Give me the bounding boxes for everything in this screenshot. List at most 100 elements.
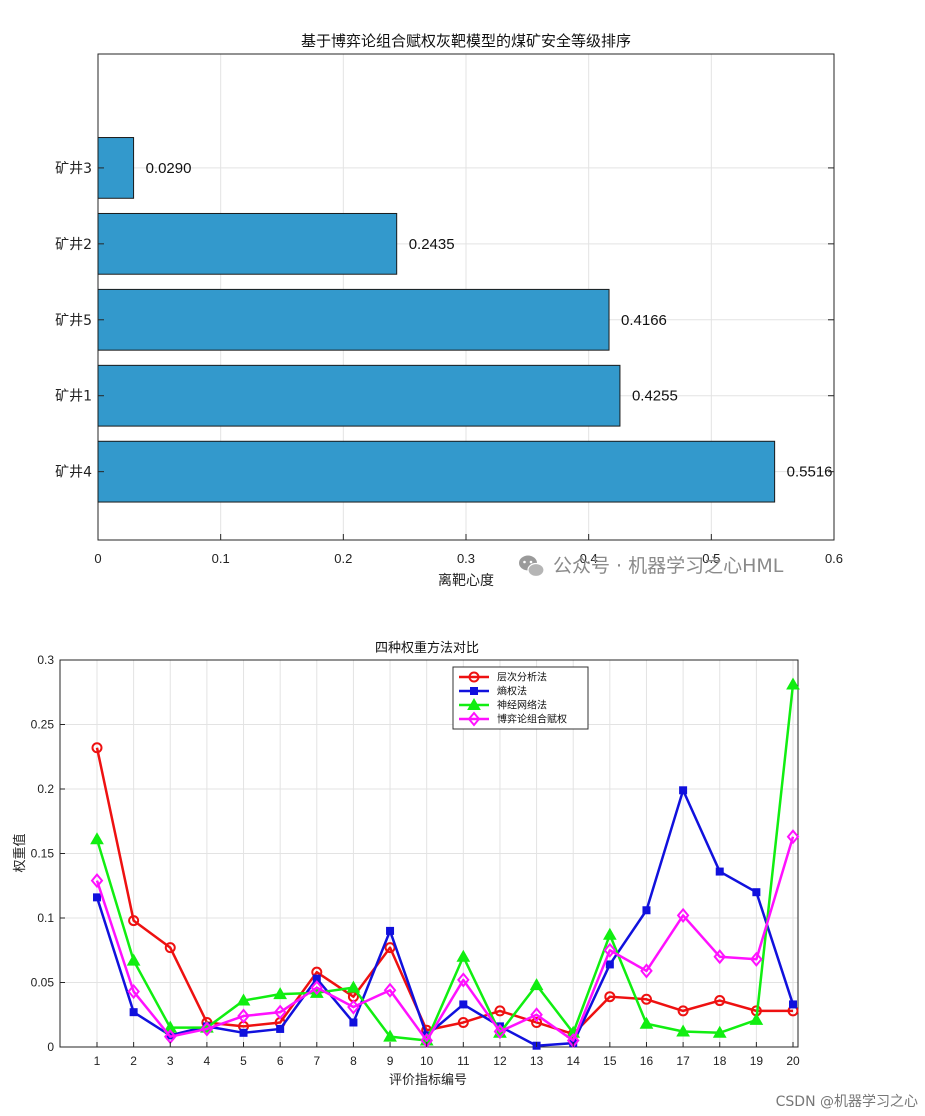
data-point [604,991,616,1003]
data-point [126,953,141,966]
line-chart-y-tick-label: 0 [47,1040,54,1054]
bar-chart-x-tick-label: 0.4 [580,551,598,566]
bar-value-label: 0.2435 [409,236,455,253]
bar-chart-x-tick-label: 0.6 [825,551,843,566]
line-chart: 四种权重方法对比 1 2 3 4 5 6 7 8 9 10 11 12 13 14 15 16 17 18 19 20… [12,640,800,1088]
watermark-text: 公众号 · 机器学习之心HML [553,555,784,577]
data-point [347,999,360,1015]
data-point [715,867,724,876]
data-point [273,1004,287,1020]
bar-category-label: 矿井1 [55,389,92,405]
line-chart-x-tick-label: 7 [313,1054,320,1068]
bar-chart-value-labels: 0.5516 0.4255 0.4166 0.2435 0.0290 [146,160,833,481]
legend-label: 层次分析法 [497,671,547,684]
series-line [95,747,793,1036]
bar-value-label: 0.4166 [621,312,667,329]
line-chart-y-ticks: 0 0.05 0.1 0.15 0.2 0.25 0.3 [31,653,65,1054]
data-point [750,951,763,967]
line-chart-x-tick-label: 11 [457,1054,470,1068]
data-point [459,1000,468,1009]
data-point [640,993,652,1005]
line-chart-y-tick-label: 0.15 [31,847,55,861]
bar-chart-x-tick-label: 0.5 [702,551,720,566]
data-point [470,687,478,695]
bar-chart-title: 基于博弈论组合赋权灰靶模型的煤矿安全等级排序 [301,32,631,50]
data-point [529,978,544,991]
data-point [713,949,727,965]
data-point [457,1016,469,1028]
line-chart-title: 四种权重方法对比 [375,640,479,656]
data-point [90,873,104,889]
line-chart-y-tick-label: 0.3 [37,653,54,667]
bar-3 [97,212,398,275]
legend-label: 博弈论组合赋权 [497,713,567,726]
data-point [386,926,395,935]
legend-label: 熵权法 [497,685,527,698]
data-point [346,980,361,993]
bar-1 [97,364,621,427]
line-chart-x-tick-label: 19 [750,1054,764,1068]
line-chart-x-tick-label: 13 [530,1054,544,1068]
data-point [236,993,251,1006]
data-point [237,1008,250,1024]
data-point [531,1016,543,1028]
series-2 [90,677,800,1046]
data-point [605,960,614,969]
data-point [676,1024,690,1037]
bar-0 [97,440,776,503]
line-chart-y-tick-label: 0.2 [37,782,54,796]
line-chart-x-tick-label: 14 [567,1054,581,1068]
bar-category-label: 矿井4 [55,465,92,481]
data-point [467,697,481,710]
line-chart-y-tick-label: 0.25 [31,718,55,732]
line-chart-y-axis-label: 权重值 [12,833,28,872]
bar-value-label: 0.0290 [146,160,192,177]
series-line [95,684,795,1042]
data-point [786,829,800,845]
line-chart-x-tick-label: 20 [786,1054,800,1068]
line-chart-x-tick-label: 10 [420,1054,434,1068]
data-point [128,915,140,927]
line-chart-x-tick-label: 3 [167,1054,174,1068]
line-chart-y-tick-label: 0.05 [31,976,55,990]
watermark: 公众号 · 机器学习之心HML [519,555,784,578]
data-point [457,972,470,988]
data-point [603,942,617,958]
data-point [642,906,651,915]
bar-category-label: 矿井2 [55,237,92,253]
data-point [90,832,104,845]
data-point [239,1028,248,1037]
data-point [714,995,726,1007]
data-point [456,949,471,962]
data-point [789,1000,797,1009]
data-point [383,982,397,998]
bar-chart-category-labels: 矿井4 矿井1 矿井5 矿井2 矿井3 [55,161,834,481]
data-point [273,987,288,1000]
line-chart-x-ticks: 1 2 3 4 5 6 7 8 9 10 11 12 13 14 15 16 17 18 19 20 [94,1042,800,1068]
data-point [468,671,480,683]
line-chart-grid [60,659,798,1048]
line-chart-x-tick-label: 5 [240,1054,247,1068]
data-point [309,985,324,998]
series-line [95,836,795,1042]
bar-chart-x-tick-label: 0.1 [212,551,230,566]
data-point [676,907,690,923]
data-point [752,888,761,897]
series-3 [90,829,800,1049]
data-point [494,1005,506,1017]
data-point [749,1012,764,1025]
line-chart-series [90,677,800,1050]
line-chart-x-tick-label: 9 [387,1054,394,1068]
data-point [200,1021,214,1037]
data-point [786,677,800,690]
wechat-icon [519,555,545,578]
bar-chart-bars [97,137,776,503]
data-point [383,1029,397,1042]
data-point [467,711,481,727]
bar-category-label: 矿井5 [55,313,92,329]
data-point [384,942,396,954]
line-chart-x-tick-label: 18 [713,1054,727,1068]
bar-category-label: 矿井3 [55,161,92,177]
data-point [129,1008,138,1017]
bar-value-label: 0.5516 [787,464,833,481]
